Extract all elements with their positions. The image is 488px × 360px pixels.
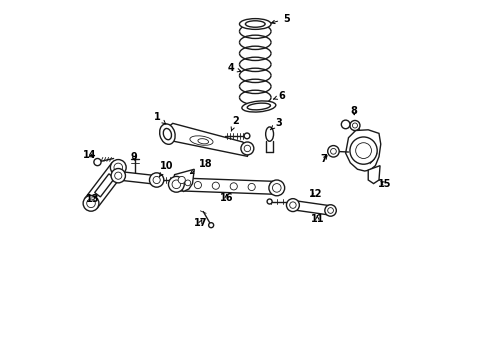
- Text: 17: 17: [193, 218, 207, 228]
- Polygon shape: [345, 130, 380, 171]
- Circle shape: [244, 133, 249, 139]
- Ellipse shape: [198, 139, 208, 144]
- Polygon shape: [351, 123, 359, 131]
- Text: 1: 1: [154, 112, 166, 124]
- Circle shape: [266, 199, 271, 204]
- Text: 12: 12: [308, 189, 322, 199]
- Text: 10: 10: [159, 161, 173, 177]
- Circle shape: [349, 121, 359, 131]
- Text: 7: 7: [320, 154, 327, 164]
- Circle shape: [341, 120, 349, 129]
- Circle shape: [115, 172, 122, 179]
- Circle shape: [174, 177, 180, 183]
- Text: 15: 15: [378, 179, 391, 189]
- Circle shape: [83, 195, 99, 211]
- Circle shape: [111, 168, 125, 183]
- Circle shape: [324, 205, 336, 216]
- Text: 14: 14: [82, 150, 96, 160]
- Polygon shape: [292, 201, 330, 215]
- Polygon shape: [84, 163, 124, 208]
- Polygon shape: [176, 178, 276, 194]
- Ellipse shape: [159, 124, 175, 144]
- Ellipse shape: [242, 101, 275, 112]
- Circle shape: [110, 159, 126, 175]
- Circle shape: [330, 148, 336, 154]
- Ellipse shape: [239, 19, 270, 30]
- Circle shape: [184, 180, 190, 186]
- Circle shape: [268, 180, 284, 196]
- Circle shape: [168, 176, 184, 192]
- Polygon shape: [95, 174, 114, 197]
- Circle shape: [208, 223, 213, 228]
- Polygon shape: [367, 166, 379, 184]
- Circle shape: [247, 183, 255, 190]
- Text: 8: 8: [350, 106, 357, 116]
- Circle shape: [241, 142, 253, 155]
- Ellipse shape: [189, 136, 213, 145]
- Circle shape: [327, 145, 339, 157]
- Text: 9: 9: [130, 152, 137, 162]
- Ellipse shape: [111, 171, 125, 180]
- Circle shape: [153, 176, 160, 184]
- Polygon shape: [172, 169, 194, 192]
- Circle shape: [86, 199, 95, 208]
- Circle shape: [272, 184, 281, 192]
- Circle shape: [212, 182, 219, 189]
- Text: 13: 13: [85, 194, 99, 204]
- Text: 4: 4: [227, 63, 240, 73]
- Ellipse shape: [265, 127, 273, 141]
- Circle shape: [178, 176, 185, 184]
- Circle shape: [349, 137, 376, 164]
- Circle shape: [94, 158, 101, 166]
- Text: 5: 5: [271, 14, 289, 24]
- Text: 2: 2: [231, 116, 238, 131]
- Text: 18: 18: [190, 159, 212, 174]
- Circle shape: [352, 123, 357, 128]
- Circle shape: [355, 143, 371, 158]
- Text: 3: 3: [270, 118, 282, 130]
- Text: 6: 6: [273, 91, 285, 101]
- Ellipse shape: [247, 103, 270, 110]
- Ellipse shape: [163, 129, 171, 140]
- Circle shape: [114, 163, 122, 172]
- Circle shape: [149, 173, 163, 187]
- Polygon shape: [118, 171, 157, 184]
- Text: 11: 11: [310, 214, 324, 224]
- Circle shape: [327, 208, 333, 213]
- Circle shape: [244, 145, 250, 152]
- Circle shape: [230, 183, 237, 190]
- Circle shape: [172, 180, 180, 189]
- Ellipse shape: [245, 21, 264, 27]
- Circle shape: [194, 181, 201, 189]
- Circle shape: [289, 202, 296, 208]
- Polygon shape: [169, 123, 249, 156]
- Circle shape: [286, 199, 299, 212]
- Text: 16: 16: [220, 193, 233, 203]
